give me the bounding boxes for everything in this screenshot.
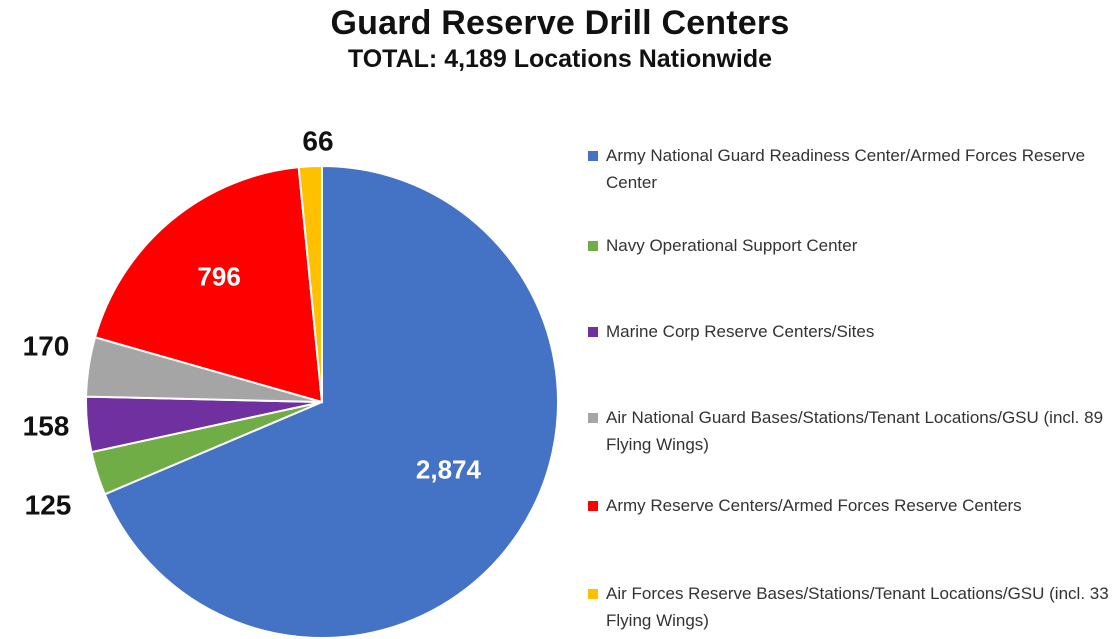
legend-swatch xyxy=(588,501,598,511)
legend-item: Army National Guard Readiness Center/Arm… xyxy=(588,142,1111,196)
slice-value-label: 2,874 xyxy=(416,455,482,485)
pie-slice xyxy=(93,166,324,404)
legend-label: Army Reserve Centers/Armed Forces Reserv… xyxy=(606,496,1022,515)
legend-label: Marine Corp Reserve Centers/Sites xyxy=(606,322,875,341)
slice-value-label: 66 xyxy=(302,125,333,156)
legend-swatch xyxy=(588,589,598,599)
pie-slice xyxy=(103,164,559,639)
legend-label: Navy Operational Support Center xyxy=(606,236,858,255)
chart-title: Guard Reserve Drill Centers xyxy=(330,4,790,42)
legend-item: Air Forces Reserve Bases/Stations/Tenant… xyxy=(588,580,1111,634)
legend-swatch xyxy=(588,327,598,337)
legend-swatch xyxy=(588,413,598,423)
legend-item: Air National Guard Bases/Stations/Tenant… xyxy=(588,404,1111,458)
legend-swatch xyxy=(588,151,598,161)
legend-label: Air National Guard Bases/Stations/Tenant… xyxy=(606,408,1104,454)
chart-subtitle: TOTAL: 4,189 Locations Nationwide xyxy=(347,45,773,73)
legend-item: Army Reserve Centers/Armed Forces Reserv… xyxy=(588,492,1111,519)
legend-label: Army National Guard Readiness Center/Arm… xyxy=(606,146,1086,192)
legend-item: Marine Corp Reserve Centers/Sites xyxy=(588,318,1111,345)
legend-label: Air Forces Reserve Bases/Stations/Tenant… xyxy=(606,584,1109,630)
slice-value-label: 796 xyxy=(197,262,240,292)
legend-item: Navy Operational Support Center xyxy=(588,232,1111,259)
legend-swatch xyxy=(588,241,598,251)
slice-value-label: 125 xyxy=(25,489,72,520)
slice-value-label: 158 xyxy=(23,410,70,441)
slice-value-label: 170 xyxy=(23,330,70,361)
pie-slice xyxy=(297,164,323,403)
